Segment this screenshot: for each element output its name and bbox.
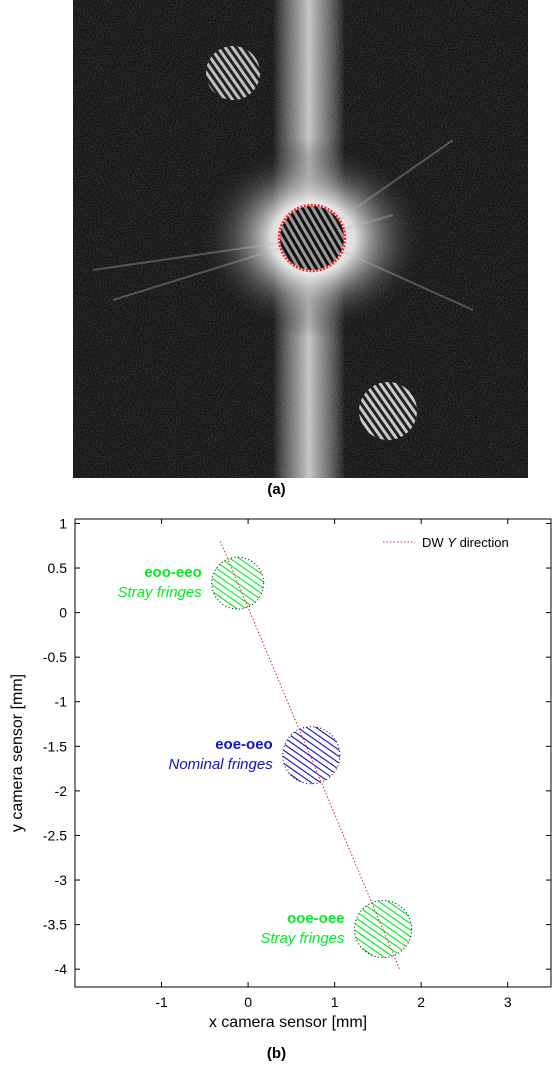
fringe-line: [354, 909, 412, 958]
fringe-line: [282, 726, 340, 746]
y-tick-label: 1: [59, 515, 67, 531]
spot-name-eoo-eeo: eoo-eeo: [144, 564, 202, 581]
fringe-line: [211, 557, 264, 595]
fringe-line: [211, 557, 264, 610]
nominal-fringe-spot: [280, 206, 344, 270]
fringe-hatch-ooe-oee: [354, 900, 412, 958]
fringe-line: [354, 900, 412, 958]
fringe-line: [354, 900, 412, 919]
y-tick-label: 0: [59, 605, 67, 621]
fringe-line: [211, 565, 264, 610]
fringe-line: [354, 916, 412, 958]
spot-caption-eoo-eeo: Stray fringes: [118, 584, 203, 601]
x-tick-label: 0: [244, 994, 252, 1010]
y-axis-label: y camera sensor [mm]: [9, 674, 26, 832]
fringe-hatch-eoe-oeo: [282, 726, 340, 784]
x-tick-label: 2: [417, 994, 425, 1010]
spot-name-ooe-oee: ooe-oee: [287, 910, 345, 927]
stray-fringe-spot-bottom: [359, 382, 417, 440]
spot-outline-eoo-eeo: [211, 556, 265, 610]
fringe-line: [282, 726, 340, 784]
fringe-line: [354, 903, 412, 958]
fringe-line: [211, 559, 264, 610]
y-tick-label: 0.5: [48, 560, 68, 576]
fringe-line: [211, 557, 264, 569]
fringe-line: [211, 557, 264, 601]
fringe-line: [354, 900, 412, 945]
x-tick-label: 1: [331, 994, 339, 1010]
y-tick-label: -3.5: [43, 917, 67, 933]
panel-label-b: (b): [266, 1045, 287, 1062]
fringe-line: [354, 900, 412, 958]
stray-fringe-spot-top: [206, 46, 260, 100]
fringe-line: [211, 557, 264, 610]
fringe-line: [211, 557, 264, 610]
fringe-line: [282, 735, 340, 784]
fringe-line: [282, 726, 340, 784]
fringe-line: [282, 726, 340, 778]
spot-caption-eoe-oeo: Nominal fringes: [168, 756, 273, 773]
fringe-line: [354, 900, 412, 958]
y-tick-label: -0.5: [43, 649, 67, 665]
fringe-line: [354, 900, 412, 952]
y-tick-label: -2.5: [43, 827, 67, 843]
legend-label: DW Y direction: [422, 535, 509, 550]
spot-outline-ooe-oee: [354, 899, 413, 959]
spot-name-eoe-oeo: eoe-oeo: [215, 736, 273, 753]
camera-image: [73, 0, 528, 478]
plot-area: [211, 541, 413, 970]
fringe-hatch-eoo-eeo: [211, 557, 264, 610]
fringe-line: [354, 900, 412, 913]
fringe-line: [282, 726, 340, 772]
y-tick-label: -2: [55, 783, 68, 799]
fringe-line: [282, 729, 340, 784]
fringe-line: [282, 726, 340, 739]
fringe-line: [282, 726, 340, 784]
fringe-line: [211, 557, 264, 608]
y-tick-label: -1: [55, 694, 68, 710]
spot-caption-ooe-oee: Stray fringes: [260, 930, 345, 947]
fringe-line: [354, 942, 412, 958]
x-tick-label: 3: [504, 994, 512, 1010]
fringe-line: [282, 726, 340, 784]
y-tick-label: -3: [55, 872, 68, 888]
spot-outline-eoe-oeo: [282, 726, 341, 785]
y-tick-label: -4: [55, 961, 68, 977]
plot-frame: [74, 518, 552, 988]
x-axis-label: x camera sensor [mm]: [209, 1014, 367, 1031]
x-tick-label: -1: [155, 994, 168, 1010]
fringe-line: [282, 742, 340, 784]
panel-label-a: (a): [267, 481, 286, 498]
fringe-position-plot: -1 0 1 2 3 1 0.5 0 -0.5 -1 -1.5 -2 -2.5 -3 -3.5 -4 x cam…: [9, 515, 552, 1031]
fringe-line: [282, 761, 340, 784]
dw-direction-line: [219, 541, 401, 970]
fringe-line: [282, 768, 340, 784]
fringe-line: [354, 900, 412, 958]
y-tick-label: -1.5: [43, 738, 67, 754]
nominal-spot-outline: [277, 203, 347, 273]
